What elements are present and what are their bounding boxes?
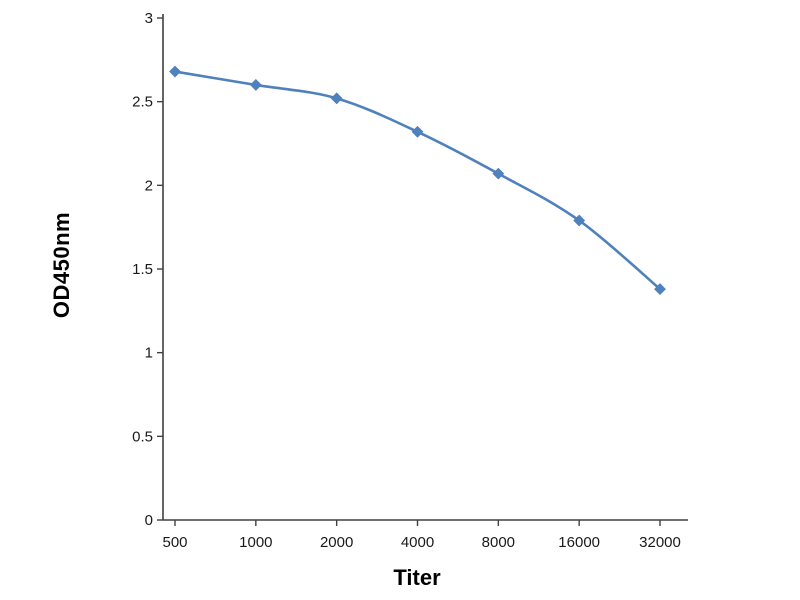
series-line bbox=[173, 70, 662, 291]
y-tick-label: 3 bbox=[145, 10, 153, 27]
data-point-marker bbox=[654, 283, 666, 295]
x-tick-label: 500 bbox=[162, 534, 187, 551]
x-tick-label: 32000 bbox=[639, 534, 681, 551]
data-point-marker bbox=[411, 125, 424, 138]
y-tick-label: 1.5 bbox=[132, 261, 153, 278]
data-point-marker bbox=[492, 167, 505, 180]
data-point-marker bbox=[249, 79, 262, 91]
y-axis-title: OD450nm bbox=[49, 211, 74, 319]
x-tick-label: 4000 bbox=[401, 534, 434, 551]
x-axis-title: Titer bbox=[393, 565, 441, 590]
x-tick-label: 1000 bbox=[239, 534, 272, 551]
data-point-marker bbox=[169, 65, 181, 78]
y-tick-label: 2 bbox=[145, 177, 153, 194]
x-tick-label: 16000 bbox=[558, 534, 600, 551]
y-tick-label: 2.5 bbox=[132, 94, 153, 111]
x-tick-label: 8000 bbox=[482, 534, 515, 551]
data-point-marker bbox=[573, 214, 586, 227]
y-tick-label: 1 bbox=[145, 345, 153, 362]
x-tick-label: 2000 bbox=[320, 534, 353, 551]
data-point-marker bbox=[330, 92, 343, 105]
y-tick-label: 0.5 bbox=[132, 428, 153, 445]
y-tick-label: 0 bbox=[145, 512, 153, 529]
